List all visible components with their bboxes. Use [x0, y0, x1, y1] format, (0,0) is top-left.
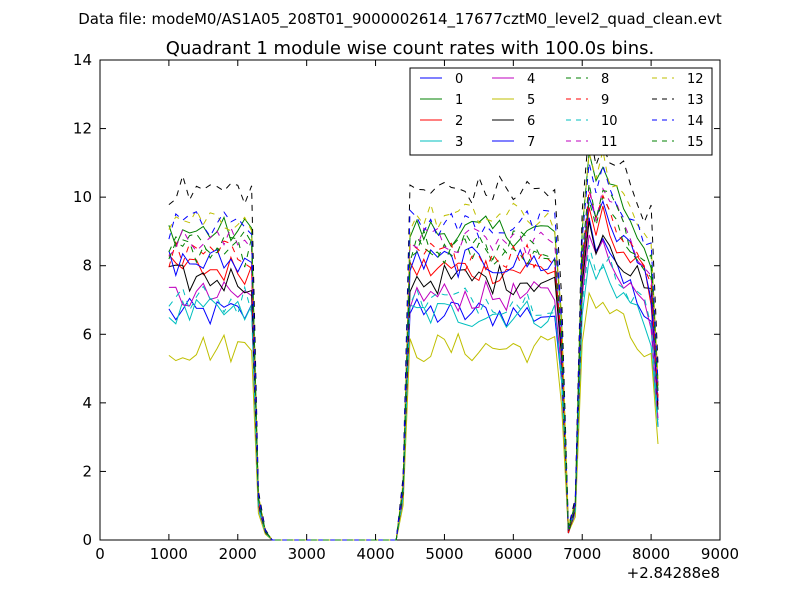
- y-tick-label: 2: [82, 462, 92, 480]
- legend-label-15: 15: [687, 135, 704, 150]
- legend-label-5: 5: [527, 93, 535, 108]
- y-tick-label: 10: [73, 188, 92, 206]
- legend-label-13: 13: [687, 93, 704, 108]
- x-offset-label: +2.84288e8: [627, 564, 720, 582]
- x-tick-label: 7000: [563, 545, 601, 563]
- legend-label-2: 2: [455, 114, 463, 129]
- series-layer: [168, 128, 659, 541]
- y-tick-label: 0: [82, 531, 92, 549]
- x-tick-label: 1000: [150, 545, 188, 563]
- y-tick-label: 6: [82, 325, 92, 343]
- legend-label-1: 1: [455, 93, 463, 108]
- legend-label-6: 6: [527, 114, 535, 129]
- y-tick-label: 4: [82, 394, 92, 412]
- series-line-13: [168, 128, 659, 541]
- legend-box: [409, 67, 713, 156]
- legend-label-0: 0: [455, 72, 463, 87]
- x-tick-label: 8000: [632, 545, 670, 563]
- series-line-9: [168, 190, 659, 541]
- chart-title: Quadrant 1 module wise count rates with …: [166, 38, 655, 59]
- x-tick-label: 3000: [288, 545, 326, 563]
- x-tick-label: 0: [95, 545, 105, 563]
- legend-label-12: 12: [687, 72, 704, 87]
- y-tick-label: 14: [73, 51, 92, 69]
- axes-layer: 0 1000 2000 3000 4000 5000 6000 7000 8000 9000 0 2 4…: [73, 51, 739, 563]
- legend-label-10: 10: [601, 114, 618, 129]
- legend-label-7: 7: [527, 135, 535, 150]
- legend-label-14: 14: [687, 114, 704, 129]
- y-tick-label: 8: [82, 257, 92, 275]
- legend-label-4: 4: [527, 72, 535, 87]
- legend-label-9: 9: [601, 93, 609, 108]
- y-tick-label: 12: [73, 120, 92, 138]
- legend-label-8: 8: [601, 72, 609, 87]
- x-tick-label: 4000: [356, 545, 394, 563]
- chart-suptitle: Data file: modeM0/AS1A05_208T01_90000026…: [78, 10, 722, 29]
- x-tick-label: 6000: [494, 545, 532, 563]
- legend-label-11: 11: [601, 135, 618, 150]
- x-tick-label: 2000: [219, 545, 257, 563]
- series-line-14: [168, 162, 659, 541]
- legend-label-3: 3: [455, 135, 463, 150]
- x-tick-label: 9000: [701, 545, 739, 563]
- series-line-12: [168, 150, 659, 541]
- x-tick-label: 5000: [425, 545, 463, 563]
- series-line-15: [168, 183, 659, 541]
